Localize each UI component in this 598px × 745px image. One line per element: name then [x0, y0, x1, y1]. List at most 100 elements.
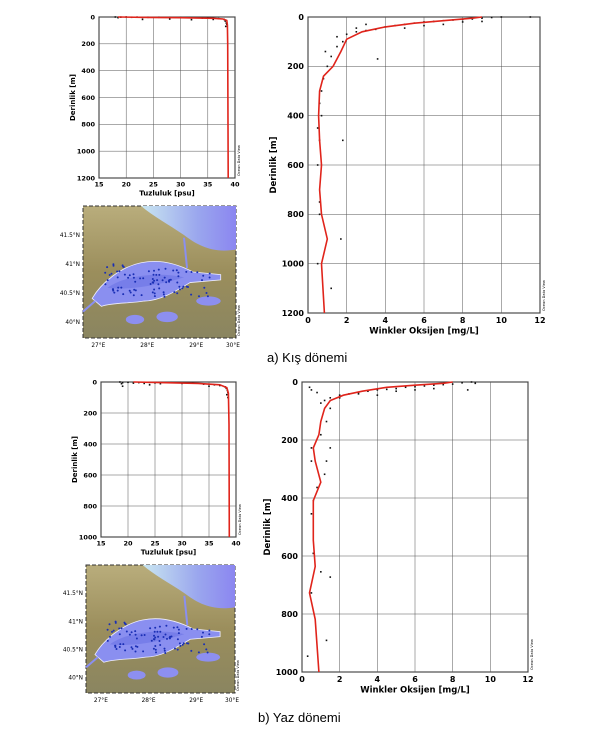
data-point: [323, 473, 326, 476]
x-tick-label: 10: [496, 316, 508, 325]
plot-frame: [100, 381, 237, 538]
x-tick-label: 30: [176, 181, 186, 189]
station-marker: [153, 295, 156, 298]
station-marker: [117, 286, 120, 289]
station-marker: [106, 266, 109, 269]
station-marker: [155, 273, 158, 276]
x-tick-label: 20: [123, 540, 133, 548]
data-point: [143, 382, 145, 385]
station-marker: [163, 295, 166, 298]
data-point: [414, 385, 416, 388]
data-point: [310, 447, 313, 449]
station-marker: [181, 643, 184, 646]
station-marker: [154, 645, 157, 647]
y-tick-label: 600: [281, 552, 298, 561]
data-point: [414, 389, 416, 391]
station-marker: [104, 283, 107, 286]
data-point: [310, 389, 313, 391]
station-marker: [135, 637, 138, 640]
station-marker: [208, 629, 211, 632]
data-point: [132, 382, 135, 384]
station-marker: [140, 634, 143, 637]
data-point: [342, 40, 344, 43]
data-point: [320, 571, 322, 573]
station-marker: [119, 643, 122, 646]
station-marker: [134, 645, 137, 648]
lake-iznik: [196, 652, 221, 662]
data-point: [316, 127, 319, 129]
station-marker: [182, 642, 185, 645]
station-marker: [202, 274, 205, 277]
station-marker: [162, 293, 165, 296]
x-tick-label: 20: [122, 181, 132, 189]
station-marker: [205, 292, 208, 294]
map-lat-label: 41°N: [68, 619, 83, 625]
data-point: [148, 384, 151, 386]
y-tick-label: 1000: [77, 147, 96, 155]
data-point: [308, 386, 311, 389]
data-point: [320, 90, 323, 92]
station-marker: [208, 272, 211, 275]
bosphorus-strait: [182, 237, 189, 269]
data-point: [481, 17, 483, 20]
station-marker: [118, 627, 121, 630]
station-marker: [153, 634, 155, 637]
oxygen-chart-winter: 0 2 4 6 8 10 12 0 200 400 600 800 1000 1200 Winkler Ok…: [269, 13, 546, 337]
data-point: [500, 16, 503, 18]
station-marker: [185, 627, 188, 630]
x-tick-label: 40: [230, 181, 240, 189]
data-point: [310, 592, 313, 594]
station-marker: [169, 278, 172, 281]
station-marker: [132, 273, 135, 276]
station-marker: [120, 627, 123, 630]
station-marker: [197, 651, 200, 654]
station-marker: [172, 626, 175, 629]
data-point: [330, 55, 332, 58]
data-point: [320, 114, 323, 117]
station-marker: [151, 281, 154, 284]
map-lat-label: 40°N: [68, 676, 83, 682]
station-marker: [159, 644, 162, 646]
station-marker: [153, 288, 156, 291]
station-marker: [168, 637, 171, 640]
station-marker: [108, 274, 111, 276]
y-tick-label: 1200: [282, 309, 305, 318]
station-marker: [178, 285, 181, 288]
data-point: [119, 381, 121, 383]
data-point: [121, 385, 124, 388]
data-point: [461, 21, 464, 23]
data-point: [318, 213, 321, 216]
station-marker: [179, 288, 181, 291]
y-tick-label: 1200: [77, 174, 96, 182]
map-lon-label: 29°E: [189, 698, 203, 704]
mean-profile-line: [133, 381, 231, 538]
station-marker: [136, 645, 139, 648]
station-marker: [164, 633, 167, 636]
station-marker: [163, 276, 166, 279]
black-sea-area: [141, 206, 236, 251]
station-marker: [108, 623, 111, 626]
watermark-label: Ocean Data View: [238, 504, 242, 535]
station-marker: [111, 288, 114, 291]
station-marker: [106, 628, 109, 631]
station-marker: [176, 638, 179, 641]
data-point: [159, 382, 162, 385]
watermark-label: Ocean Data View: [236, 660, 240, 691]
station-marker: [143, 634, 146, 636]
station-marker: [118, 646, 121, 648]
x-axis-label: Winkler Oksijen [mg/L]: [360, 686, 470, 696]
data-point: [355, 27, 358, 29]
y-tick-label: 800: [83, 502, 97, 510]
y-tick-label: 200: [83, 409, 97, 417]
map-lon-label: 27°E: [94, 698, 108, 704]
x-tick-label: 4: [375, 675, 381, 684]
x-tick-label: 6: [421, 316, 427, 325]
data-point: [376, 389, 379, 391]
station-marker: [176, 648, 179, 651]
x-axis-label: Winkler Oksijen [mg/L]: [369, 327, 479, 337]
station-marker: [157, 635, 160, 638]
station-marker: [155, 651, 157, 654]
y-tick-label: 0: [90, 13, 95, 21]
